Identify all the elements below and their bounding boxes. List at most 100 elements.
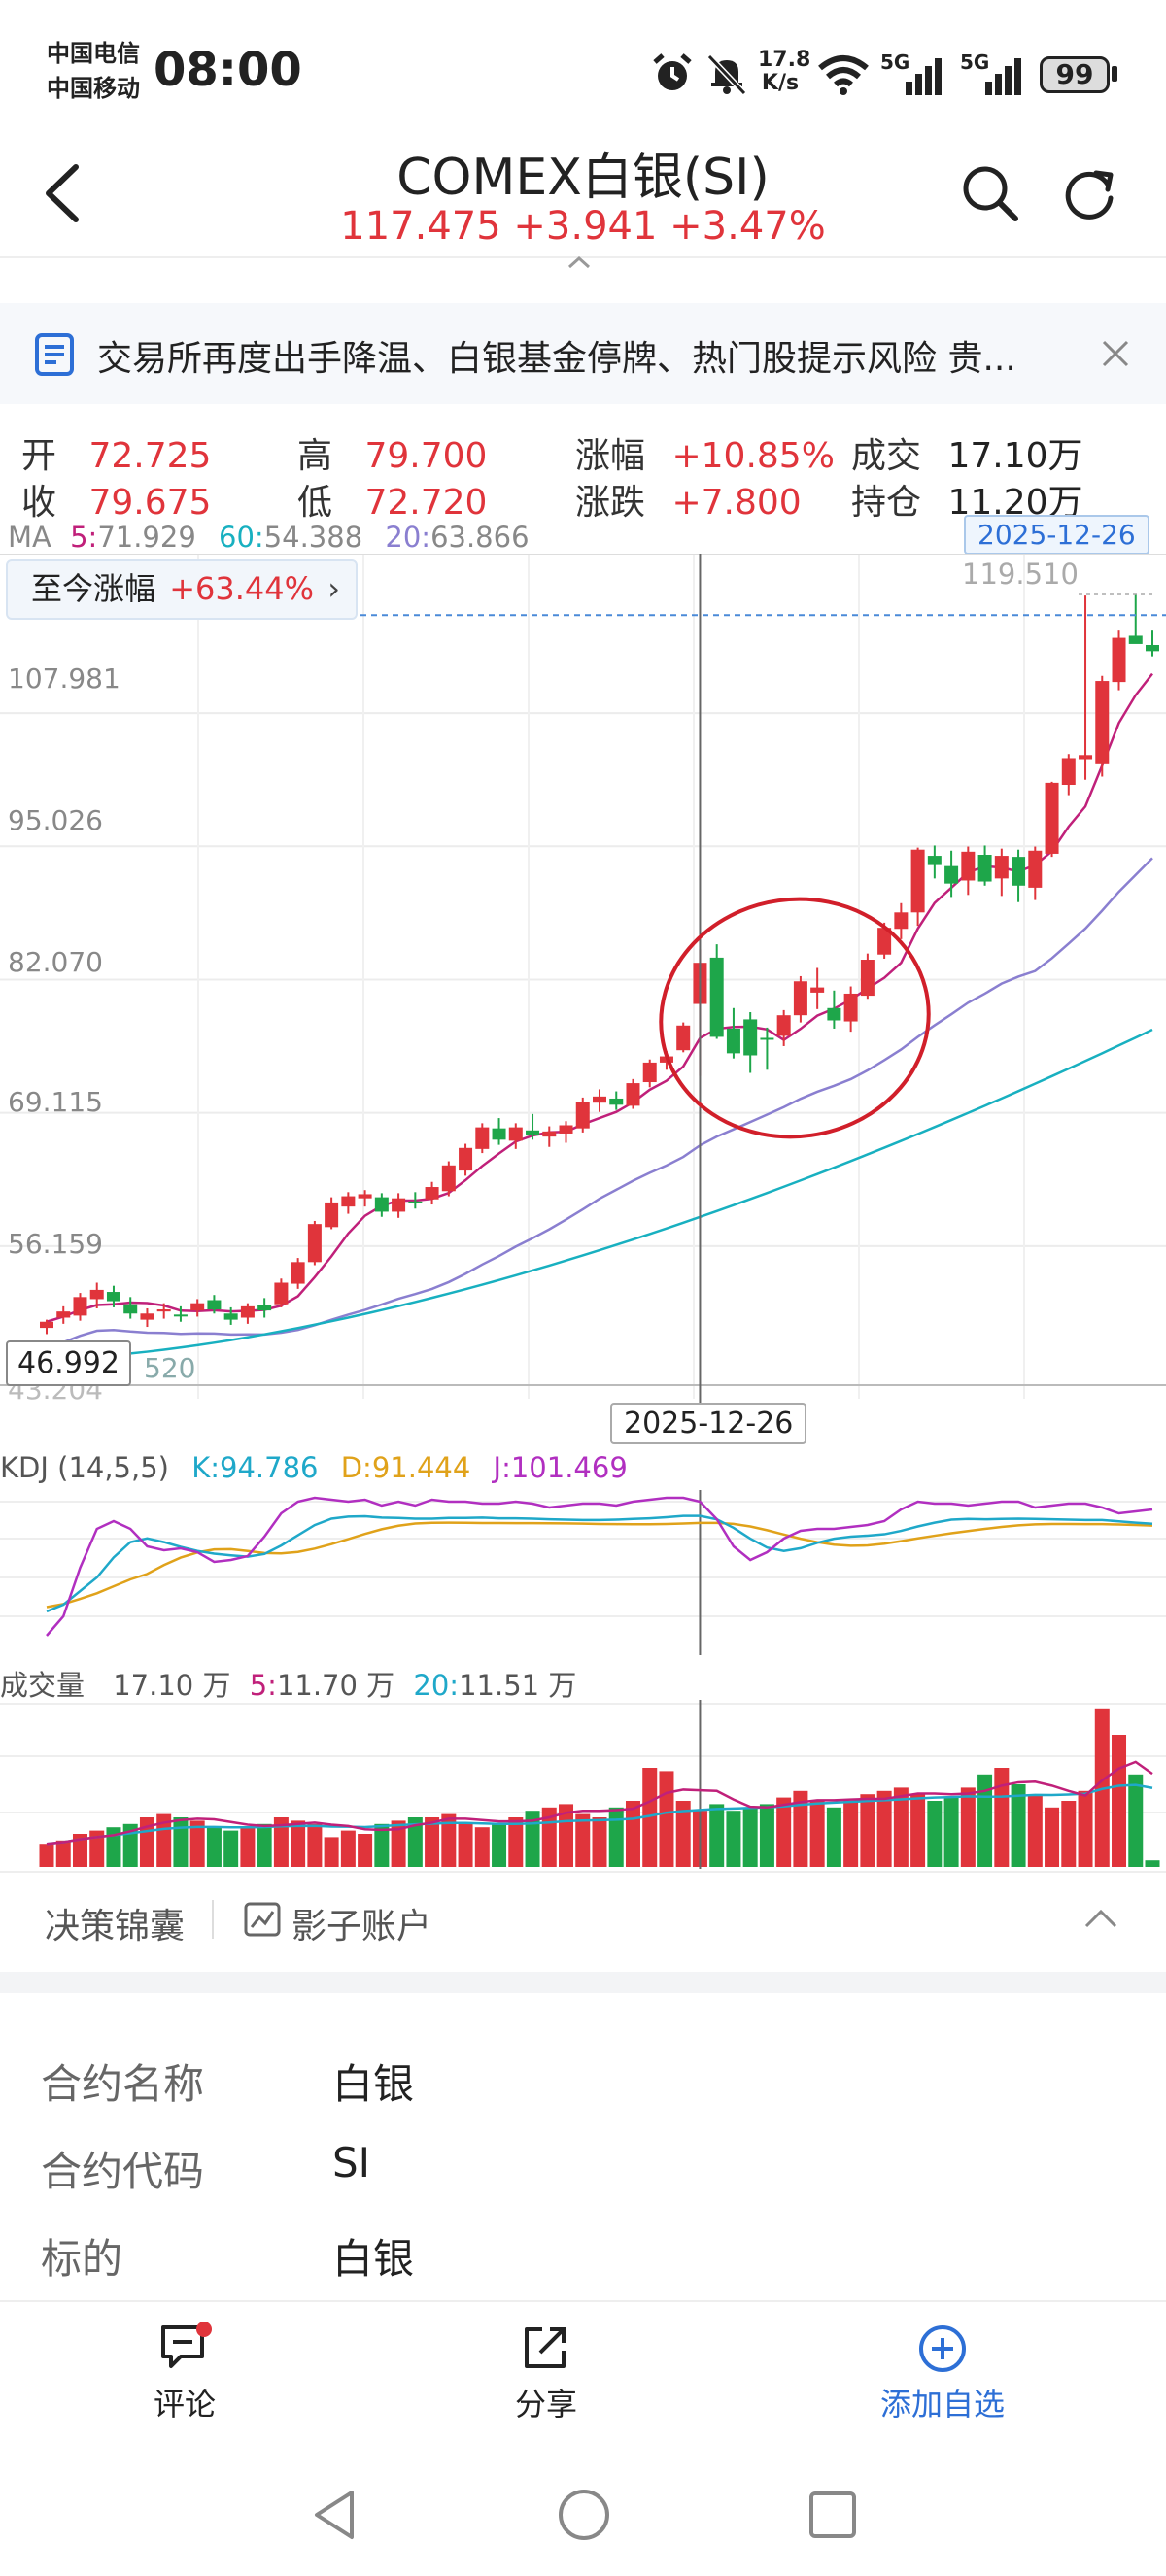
volume-bar (625, 1801, 640, 1867)
volume-bar (943, 1797, 959, 1867)
volume-bar (1128, 1774, 1144, 1867)
info-value-code: SI (332, 2139, 371, 2186)
share-button[interactable]: 分享 (488, 2322, 604, 2428)
volume-bar (759, 1804, 774, 1867)
candle-body (927, 856, 942, 865)
kdj-background (0, 1490, 1166, 1655)
high-value: 79.700 (364, 436, 488, 476)
candle-body (106, 1292, 120, 1302)
kdj-k-value: 94.786 (220, 1451, 319, 1484)
change-stat: 涨跌 +7.800 (575, 474, 802, 525)
candle-body (291, 1262, 305, 1284)
close-icon[interactable] (1100, 338, 1131, 369)
close-value: 79.675 (88, 483, 212, 523)
header-divider (0, 256, 1166, 258)
system-recents-icon[interactable] (806, 2489, 859, 2541)
battery-tip (1112, 66, 1117, 82)
tab-shadow-account[interactable]: 影子账户 (292, 1907, 432, 1947)
high-stat: 高 79.700 (297, 427, 487, 478)
gain-since-badge[interactable]: 至今涨幅 +63.44% › (6, 559, 358, 620)
gain-chevron-icon: › (327, 570, 340, 607)
mute-bell-icon (706, 53, 747, 96)
candle-body (156, 1309, 171, 1312)
refresh-icon[interactable] (1059, 163, 1119, 223)
candle-body (593, 1096, 606, 1103)
vol-ma20-value: 11.51 万 (459, 1669, 577, 1702)
volume-bar (106, 1827, 121, 1867)
candle-body (425, 1187, 439, 1200)
candle-body (190, 1303, 205, 1311)
kdj-header: KDJ (14,5,5) K:94.786 D:91.444 J:101.469 (0, 1451, 628, 1484)
vol-ma20-label: 20: (413, 1669, 460, 1702)
volume-bar (425, 1817, 440, 1867)
document-icon (35, 333, 74, 376)
candle-body (207, 1300, 222, 1310)
volume-chart[interactable] (0, 1700, 1166, 1869)
net-speed-unit: K/s (761, 71, 800, 95)
volume-bar (893, 1787, 909, 1867)
collapse-chevron-icon[interactable] (566, 254, 593, 270)
candle-body (843, 993, 858, 1022)
status-bar: 中国电信 中国移动 08:00 17.8 K/s 5G 5G 99 (0, 0, 1166, 136)
candle-body (325, 1202, 339, 1228)
signal-1-icon (906, 58, 942, 95)
volume-bar (55, 1840, 71, 1867)
change-pct-label: 涨幅 (575, 436, 646, 476)
volume-bar (189, 1820, 205, 1867)
candle-body (475, 1127, 490, 1149)
high-label: 高 (297, 436, 333, 476)
chart-grid (0, 554, 1166, 1408)
candle-body (1079, 755, 1093, 760)
open-stat: 开 72.725 (21, 427, 211, 478)
candle-body (274, 1282, 289, 1305)
tab-separator (212, 1900, 214, 1939)
candle-body (1045, 782, 1059, 854)
ma-label: MA (8, 521, 51, 554)
volume-bar (860, 1794, 875, 1867)
add-watchlist-button[interactable]: 添加自选 (855, 2322, 1030, 2428)
comment-button[interactable]: 评论 (126, 2322, 243, 2428)
news-headline[interactable]: 交易所再度出手降温、白银基金停牌、热门股提示风险 贵... (97, 339, 1016, 379)
volume-bar (994, 1768, 1010, 1867)
carrier-2: 中国移动 (47, 75, 140, 102)
candles (40, 594, 1159, 1335)
chevron-up-icon[interactable] (1082, 1906, 1119, 1931)
open-value: 72.725 (88, 436, 212, 476)
volume-bar (474, 1827, 490, 1867)
price-chart[interactable] (0, 554, 1166, 1408)
volume-bar (843, 1801, 859, 1867)
kdj-chart[interactable] (0, 1490, 1166, 1655)
volume-bar (39, 1844, 54, 1867)
system-back-icon[interactable] (309, 2487, 361, 2543)
candle-body (709, 957, 724, 1037)
volume-bar (709, 1804, 725, 1867)
gain-label: 至今涨幅 (31, 570, 156, 607)
candle-body (40, 1321, 53, 1329)
info-label-code: 合约代码 (41, 2148, 205, 2195)
candle-body (642, 1062, 657, 1083)
gain-value: +63.44% (169, 570, 315, 607)
candle-body (860, 960, 874, 997)
change-pct-value: +10.85% (671, 436, 835, 476)
candle-body (542, 1131, 557, 1137)
system-home-icon[interactable] (556, 2487, 612, 2543)
candle-body (910, 849, 925, 913)
candle-body (810, 987, 825, 993)
net-speed-value: 17.8 (758, 48, 811, 72)
tab-strategy[interactable]: 决策锦囊 (45, 1907, 186, 1947)
ma-row: MA 5:71.929 60:54.388 20:63.866 (8, 521, 530, 554)
low-label: 低 (297, 483, 333, 523)
volume-bar (742, 1807, 758, 1867)
chart-card-icon (244, 1902, 281, 1937)
search-icon[interactable] (960, 163, 1020, 223)
net-speed: 17.8 K/s (758, 48, 811, 95)
y-tick-3: 82.070 (8, 946, 103, 978)
volume-value: 17.10万 (947, 436, 1083, 476)
candle-body (626, 1083, 640, 1106)
kdj-j-label: J: (493, 1451, 511, 1484)
back-arrow-icon[interactable] (39, 161, 87, 225)
volume-bar (206, 1827, 222, 1867)
battery-icon: 99 (1040, 56, 1110, 93)
kdj-d-line (46, 1521, 1153, 1609)
news-banner[interactable]: 交易所再度出手降温、白银基金停牌、热门股提示风险 贵... (0, 303, 1166, 404)
